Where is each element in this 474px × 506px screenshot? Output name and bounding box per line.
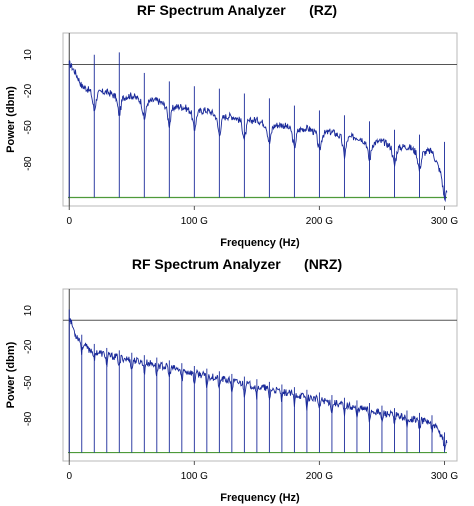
nrz-spectrum-chart: RF Spectrum Analyzer (NRZ) 0 100 G 200 G 30…: [0, 254, 474, 506]
y-tick-label: -80: [23, 411, 34, 426]
chart-title: RF Spectrum Analyzer (NRZ): [131, 256, 343, 272]
rz-spectrum-chart: RF Spectrum Analyzer (RZ) 0 100 G 200 G 300…: [5, 2, 458, 249]
y-axis-title: Power (dbm): [5, 86, 17, 153]
rz-spectrum-plot: 0 100 G 200 G 300 G 10 -20 -50 -80 Frequency (Hz…: [5, 32, 458, 249]
y-tick-label: -80: [23, 156, 34, 171]
x-tick-label: 200 G: [306, 216, 333, 227]
x-tick-label: 100 G: [181, 216, 208, 227]
y-tick-label: -50: [23, 120, 34, 135]
chart-title: RF Spectrum Analyzer (RZ): [136, 2, 338, 18]
x-tick-label: 300 G: [431, 471, 458, 482]
x-tick-label: 200 G: [306, 471, 333, 482]
x-tick-label: 0: [66, 471, 72, 482]
spectrum-trace: [68, 317, 448, 451]
y-tick-label: -20: [23, 83, 34, 98]
x-tick-label: 300 G: [431, 216, 458, 227]
y-axis-title: Power (dbm): [5, 341, 17, 408]
spectrum-trace: [68, 60, 448, 203]
nrz-spectrum-plot: 0 100 G 200 G 300 G 10 -20 -50 -80 Frequency (Hz…: [5, 288, 458, 504]
y-tick-label: 10: [23, 49, 34, 61]
y-tick-label: -50: [23, 375, 34, 390]
y-tick-label: 10: [23, 305, 34, 317]
x-tick-label: 100 G: [181, 471, 208, 482]
x-axis-title: Frequency (Hz): [220, 237, 300, 249]
x-axis-title: Frequency (Hz): [220, 492, 300, 504]
plot-frame: [62, 288, 458, 462]
plot-frame: [62, 32, 458, 207]
y-tick-label: -20: [23, 339, 34, 354]
x-tick-label: 0: [66, 216, 72, 227]
